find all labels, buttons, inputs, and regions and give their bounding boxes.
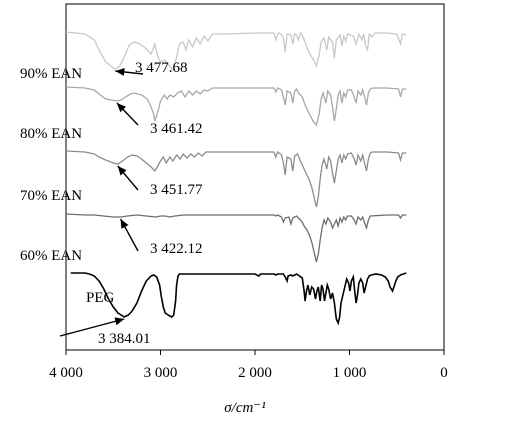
annotations: 90% EAN 3 477.68 80% EAN 3 461.42 70% EAN 3 4… [20, 60, 203, 347]
series-line-60-ean [65, 213, 407, 263]
x-tick-label: 0 [440, 365, 448, 381]
series-label-60-ean: 60% EAN [20, 248, 82, 264]
x-axis: 4 000 3 000 2 000 1 000 0 [49, 350, 448, 381]
x-tick-label: 4 000 [49, 365, 83, 381]
annotation-value-peg: 3 384.01 [98, 331, 151, 347]
series-line-90-ean [65, 31, 407, 72]
spectra-lines [65, 31, 407, 326]
annotation-value-90-ean: 3 477.68 [135, 60, 188, 76]
x-axis-label: σ/cm⁻¹ [224, 400, 266, 416]
series-line-peg [70, 272, 407, 326]
annotation-arrowhead-80-ean [116, 103, 126, 113]
x-tick-label: 1 000 [333, 365, 367, 381]
series-label-peg: PEG [86, 290, 115, 306]
annotation-value-80-ean: 3 461.42 [150, 121, 203, 137]
annotation-value-70-ean: 3 451.77 [150, 182, 203, 198]
x-tick-label: 3 000 [144, 365, 178, 381]
series-label-70-ean: 70% EAN [20, 188, 82, 204]
plot-frame [65, 3, 445, 351]
series-line-70-ean [65, 150, 407, 208]
series-label-80-ean: 80% EAN [20, 126, 82, 142]
annotation-arrowhead-60-ean [120, 219, 129, 229]
series-label-90-ean: 90% EAN [20, 66, 82, 82]
annotation-arrowhead-peg [114, 317, 125, 326]
x-tick-label: 2 000 [238, 365, 272, 381]
annotation-value-60-ean: 3 422.12 [150, 241, 203, 257]
annotation-arrowhead-70-ean [117, 166, 127, 176]
annotation-arrow-peg [59, 318, 125, 337]
series-line-80-ean [65, 86, 407, 127]
annotation-arrowhead-90-ean [115, 68, 125, 76]
